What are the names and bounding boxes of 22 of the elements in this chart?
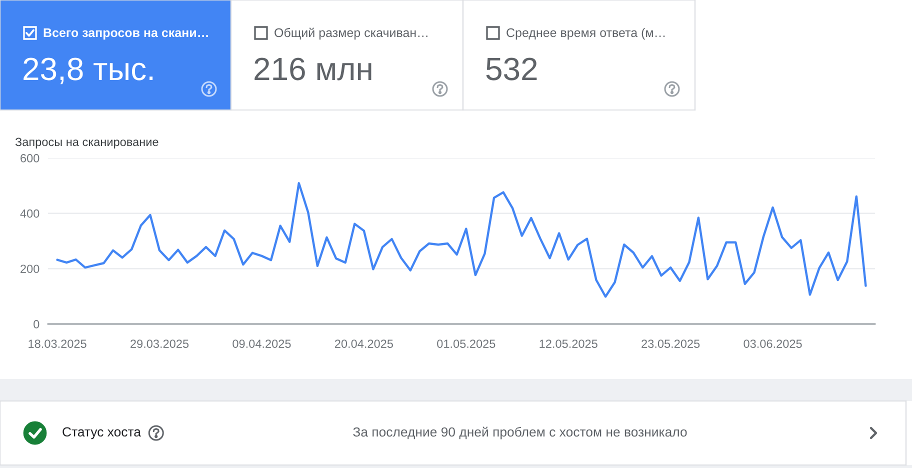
- text: Среднее время ответа (м…: [506, 28, 665, 40]
- text: Всего запросов на скани…: [44, 28, 208, 40]
- y-axis-title: Запросы на сканирование: [15, 138, 158, 148]
- line-series: [56, 182, 867, 298]
- y-tick-label: 600: [20, 154, 40, 162]
- x-tick-label: 09.04.2025: [232, 340, 291, 348]
- text: За последние 90 дней проблем с хостом не возникало: [353, 426, 687, 440]
- x-tick-label: 29.03.2025: [130, 340, 189, 348]
- x-tick-label: 03.06.2025: [744, 340, 802, 348]
- y-tick-label: 0: [34, 320, 40, 328]
- x-tick-label: 20.04.2025: [334, 340, 393, 348]
- text: 216 млн: [254, 58, 372, 80]
- x-tick-label: 23.05.2025: [642, 340, 700, 348]
- x-tick-label: 12.05.2025: [540, 340, 598, 348]
- x-tick-label: 01.05.2025: [437, 340, 496, 348]
- text: 532: [486, 58, 537, 80]
- text: 23,8 тыс.: [24, 58, 153, 84]
- text: Общий размер скачиван…: [274, 28, 428, 40]
- text: Статус хоста: [62, 427, 141, 440]
- y-tick-label: 400: [20, 209, 40, 218]
- x-tick-label: 18.03.2025: [28, 340, 86, 348]
- y-tick-label: 200: [20, 264, 40, 274]
